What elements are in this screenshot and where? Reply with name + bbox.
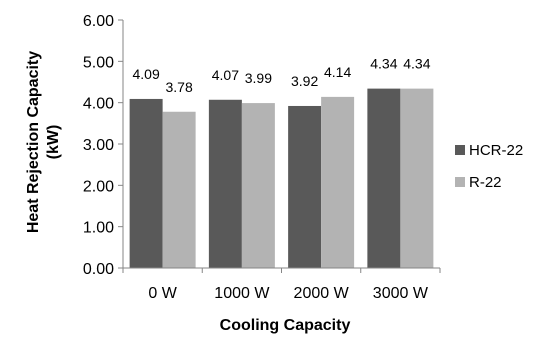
- x-tick-label-0: 0 W: [148, 285, 177, 302]
- data-label-hcr-22-2: 3.92: [291, 73, 318, 89]
- y-axis-title: Heat Rejection Capacity (kW): [25, 51, 62, 233]
- bar-r-22-1: [241, 103, 275, 268]
- data-label-hcr-22-0: 4.09: [133, 66, 160, 82]
- y-tick-label-6: 6.00: [83, 13, 114, 30]
- bar-hcr-22-2: [288, 105, 322, 269]
- plot-area: 4.09 4.07 3.92 4.34 3.78 3.99 4.14 4.34 0.00 1.00…: [83, 13, 441, 302]
- legend-swatch-r-22: [455, 177, 465, 187]
- y-tick-label-0: 0.00: [83, 261, 114, 278]
- x-tick-label-3: 3000 W: [373, 285, 429, 302]
- x-tick-label-2: 2000 W: [294, 285, 350, 302]
- y-tick-label-1: 1.00: [83, 220, 114, 237]
- bar-hcr-22-1: [208, 99, 242, 268]
- y-tick-label-2: 2.00: [83, 178, 114, 195]
- legend-label-hcr-22: HCR-22: [469, 142, 523, 159]
- data-label-hcr-22-1: 4.07: [212, 67, 239, 83]
- data-label-r-22-2: 4.14: [324, 64, 351, 80]
- y-tick-label-4: 4.00: [83, 96, 114, 113]
- bar-hcr-22-3: [367, 88, 401, 268]
- bar-r-22-3: [400, 88, 434, 268]
- legend: HCR-22 R-22: [455, 142, 523, 191]
- data-label-r-22-1: 3.99: [245, 70, 272, 86]
- legend-label-r-22: R-22: [469, 174, 502, 191]
- legend-swatch-hcr-22: [455, 145, 465, 155]
- data-label-r-22-3: 4.34: [403, 56, 430, 72]
- data-label-hcr-22-3: 4.34: [370, 56, 397, 72]
- x-axis-title: Cooling Capacity: [220, 317, 351, 334]
- bar-r-22-0: [162, 111, 196, 268]
- y-tick-label-5: 5.00: [83, 54, 114, 71]
- data-label-r-22-0: 3.78: [166, 79, 193, 95]
- bar-r-22-2: [321, 96, 355, 268]
- x-tick-label-1: 1000 W: [214, 285, 270, 302]
- y-tick-label-3: 3.00: [83, 137, 114, 154]
- y-axis-title-line-1: Heat Rejection Capacity: [25, 51, 42, 233]
- bar-hcr-22-0: [129, 98, 163, 269]
- y-axis-title-line-2: (kW): [45, 125, 62, 160]
